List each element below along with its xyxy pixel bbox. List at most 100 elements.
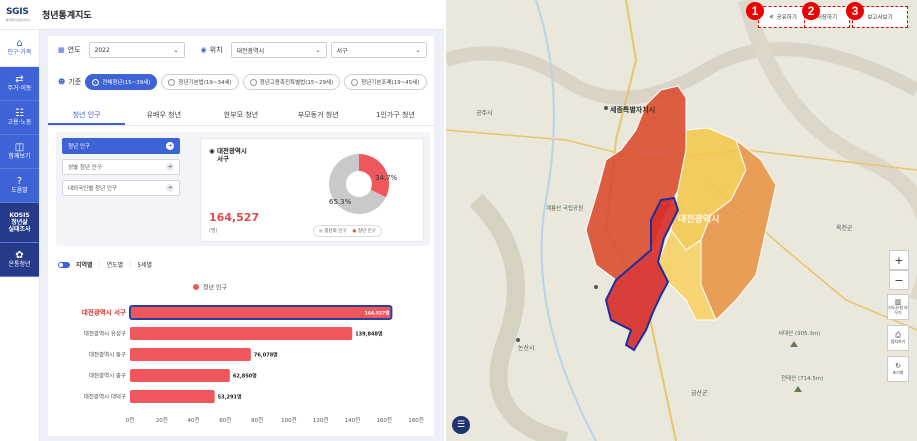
- submenu-youth-population[interactable]: 청년 인구 ➜: [62, 138, 180, 154]
- arrow-right-icon: ➜: [166, 163, 174, 171]
- map-label-nonsan: 논산시: [518, 344, 535, 352]
- sidebar-item-help[interactable]: ? 도움말: [0, 169, 39, 203]
- criteria-option-label: 청년기본법(19~34세): [178, 80, 232, 86]
- people-icon: ☻: [58, 78, 66, 86]
- submenu-label: 성별 청년 인구: [68, 165, 102, 171]
- reset-icon: ↻: [895, 361, 901, 370]
- city-marker: [594, 285, 598, 289]
- bar-value-label: 62,850명: [233, 373, 257, 380]
- x-tick-label: 80천: [251, 416, 263, 424]
- terrain-shade: [469, 193, 569, 441]
- submenu-gender[interactable]: 성별 청년 인구 ➜: [62, 159, 180, 175]
- youth-icon: ✿: [15, 249, 24, 261]
- map-canvas[interactable]: 세종특별자치시 계룡산 국립공원 대전광역시 서대산 (905.3m) 천태산 …: [446, 0, 917, 441]
- bar-category-label: 대전광역시 대덕구: [84, 393, 126, 401]
- pie-label-youth: 34.7%: [375, 174, 398, 182]
- tab-single-household[interactable]: 1인가구 청년: [375, 111, 415, 119]
- x-tick-label: 160천: [376, 416, 392, 424]
- stat-region: ◉ 대전광역시 서구: [209, 147, 247, 164]
- region-seo-highlighted[interactable]: [604, 196, 680, 352]
- map-view[interactable]: 세종특별자치시 계룡산 국립공원 대전광역시 서대산 (905.3m) 천태산 …: [446, 0, 917, 441]
- bar-category-label: 대전광역시 서구: [82, 308, 126, 317]
- zoom-in-button[interactable]: +: [889, 250, 909, 270]
- sidebar-item-employment[interactable]: ☷ 고용·노동: [0, 101, 39, 135]
- sidebar-item-housing[interactable]: ⇄ 주거·이동: [0, 67, 39, 101]
- bar-category-label: 대전광역시 중구: [89, 372, 126, 380]
- tab-living-with-parents[interactable]: 부모동거 청년: [297, 111, 339, 119]
- toggle-age[interactable]: 5세별: [137, 262, 153, 269]
- divider: |: [98, 261, 101, 268]
- tab-single-parent-youth[interactable]: 한부모 청년: [223, 111, 259, 119]
- sidebar-item-label: 도움말: [11, 186, 28, 194]
- x-tick-label: 180천: [408, 416, 424, 424]
- reset-button[interactable]: ↻ 초기화: [887, 356, 909, 382]
- year-location-row: ▦ 연도 2022 ⌄ ◉ 위치 대전광역시 ⌄ 서구 ⌄: [58, 42, 427, 58]
- criteria-option-ordinance[interactable]: 청년기본조례(19~45세): [344, 74, 427, 90]
- location-pin-icon: ◉: [200, 46, 207, 54]
- map-type-button[interactable]: ▥ 지도유형 바꾸기: [887, 294, 909, 320]
- map-label-cheontaesan: 천태산 (714.5m): [781, 374, 823, 382]
- annotation-badge-2: 2: [802, 2, 820, 20]
- share-button[interactable]: ⋞ 공유하기: [758, 6, 808, 28]
- stat-value: 164,527: [209, 211, 260, 224]
- radio-icon: [92, 78, 100, 86]
- location-pin-icon: ◉: [209, 147, 215, 155]
- bar-value-label: 76,078명: [254, 352, 278, 359]
- legend-label: 청년외 인구: [324, 229, 347, 234]
- map-label-okcheon: 옥천군: [836, 224, 853, 232]
- pie-legend: ● 청년외 인구 ● 청년 인구: [313, 225, 382, 237]
- tab-youth-population[interactable]: 청년 인구: [48, 106, 126, 125]
- map-label-sejong: 세종특별자치시: [610, 105, 655, 114]
- tab-married-youth[interactable]: 유배우 청년: [146, 111, 182, 119]
- toggle-switch[interactable]: [58, 261, 70, 268]
- map-label-gongju: 공주시: [476, 110, 493, 117]
- criteria-option-employment-law[interactable]: 청년고용촉진특별법(15~29세): [242, 74, 341, 90]
- map-menu-button[interactable]: ☰: [452, 416, 470, 434]
- legend-label: 청년 인구: [357, 229, 376, 234]
- bar[interactable]: [130, 369, 230, 382]
- sidebar-item-ontong[interactable]: ✿ 온통청년: [0, 243, 39, 277]
- map-label-daejeon: 대전광역시: [678, 213, 719, 225]
- move-icon: ⇄: [15, 73, 24, 85]
- year-label-text: 연도: [67, 46, 81, 54]
- x-tick-label: 60천: [219, 416, 231, 424]
- sidebar-item-kosis[interactable]: KOSIS 청년삶 실태조사: [0, 203, 39, 243]
- stats-panel: ▦ 연도 2022 ⌄ ◉ 위치 대전광역시 ⌄ 서구 ⌄ ☻ 기준 전체청년(15~39세…: [48, 36, 434, 436]
- city-marker: [516, 338, 520, 342]
- capture-button[interactable]: ⎙ 캡처하기: [887, 325, 909, 351]
- report-button-label: 보고서보기: [867, 15, 893, 21]
- sidebar-item-compare[interactable]: ◫ 함께보기: [0, 135, 39, 169]
- logo-subtext: 통계지리정보서비스: [6, 18, 31, 22]
- report-button[interactable]: 보고서보기: [852, 6, 908, 28]
- compare-icon: ◫: [14, 141, 25, 153]
- chart-legend-label: 청년 인구: [203, 284, 227, 292]
- sido-select[interactable]: 대전광역시 ⌄: [230, 42, 327, 58]
- criteria-option-basic-law[interactable]: 청년기본법(19~34세): [161, 74, 239, 90]
- submenu-label: 청년 인구: [68, 144, 90, 150]
- bar[interactable]: [130, 327, 353, 340]
- sidebar-item-population[interactable]: ⌂ 인구·가족: [0, 30, 39, 67]
- criteria-option-all[interactable]: 전체청년(15~39세): [85, 74, 158, 90]
- annotation-badge-1: 1: [746, 2, 764, 20]
- toggle-region[interactable]: 지역별: [76, 262, 93, 269]
- criteria-option-label: 전체청년(15~39세): [102, 80, 151, 86]
- submenu-nationality[interactable]: 내외국인별 청년 인구 ➜: [62, 180, 180, 196]
- bar[interactable]: [130, 348, 251, 361]
- criteria-option-label: 청년고용촉진특별법(15~29세): [259, 80, 334, 86]
- x-tick-label: 120천: [313, 416, 329, 424]
- stat-region-name: 대전광역시: [216, 147, 247, 155]
- share-icon: ⋞: [769, 14, 774, 20]
- sigungu-select[interactable]: 서구 ⌄: [330, 42, 427, 58]
- toggle-year[interactable]: 연도별: [106, 262, 124, 269]
- bar-value-label: 139,848명: [355, 331, 383, 338]
- bar[interactable]: [129, 305, 393, 320]
- year-select[interactable]: 2022 ⌄: [88, 42, 185, 58]
- annotation-badge-3: 3: [846, 2, 864, 20]
- main-content: ▦ 연도 2022 ⌄ ◉ 위치 대전광역시 ⌄ 서구 ⌄ ☻ 기준 전체청년(15~39세…: [40, 30, 444, 441]
- zoom-out-button[interactable]: −: [889, 270, 909, 290]
- sgis-logo[interactable]: SGIS 통계지리정보서비스: [0, 7, 40, 22]
- legend-item-youth: ● 청년 인구: [353, 228, 376, 234]
- bar[interactable]: [130, 390, 215, 403]
- arrow-right-icon: ➜: [166, 142, 174, 150]
